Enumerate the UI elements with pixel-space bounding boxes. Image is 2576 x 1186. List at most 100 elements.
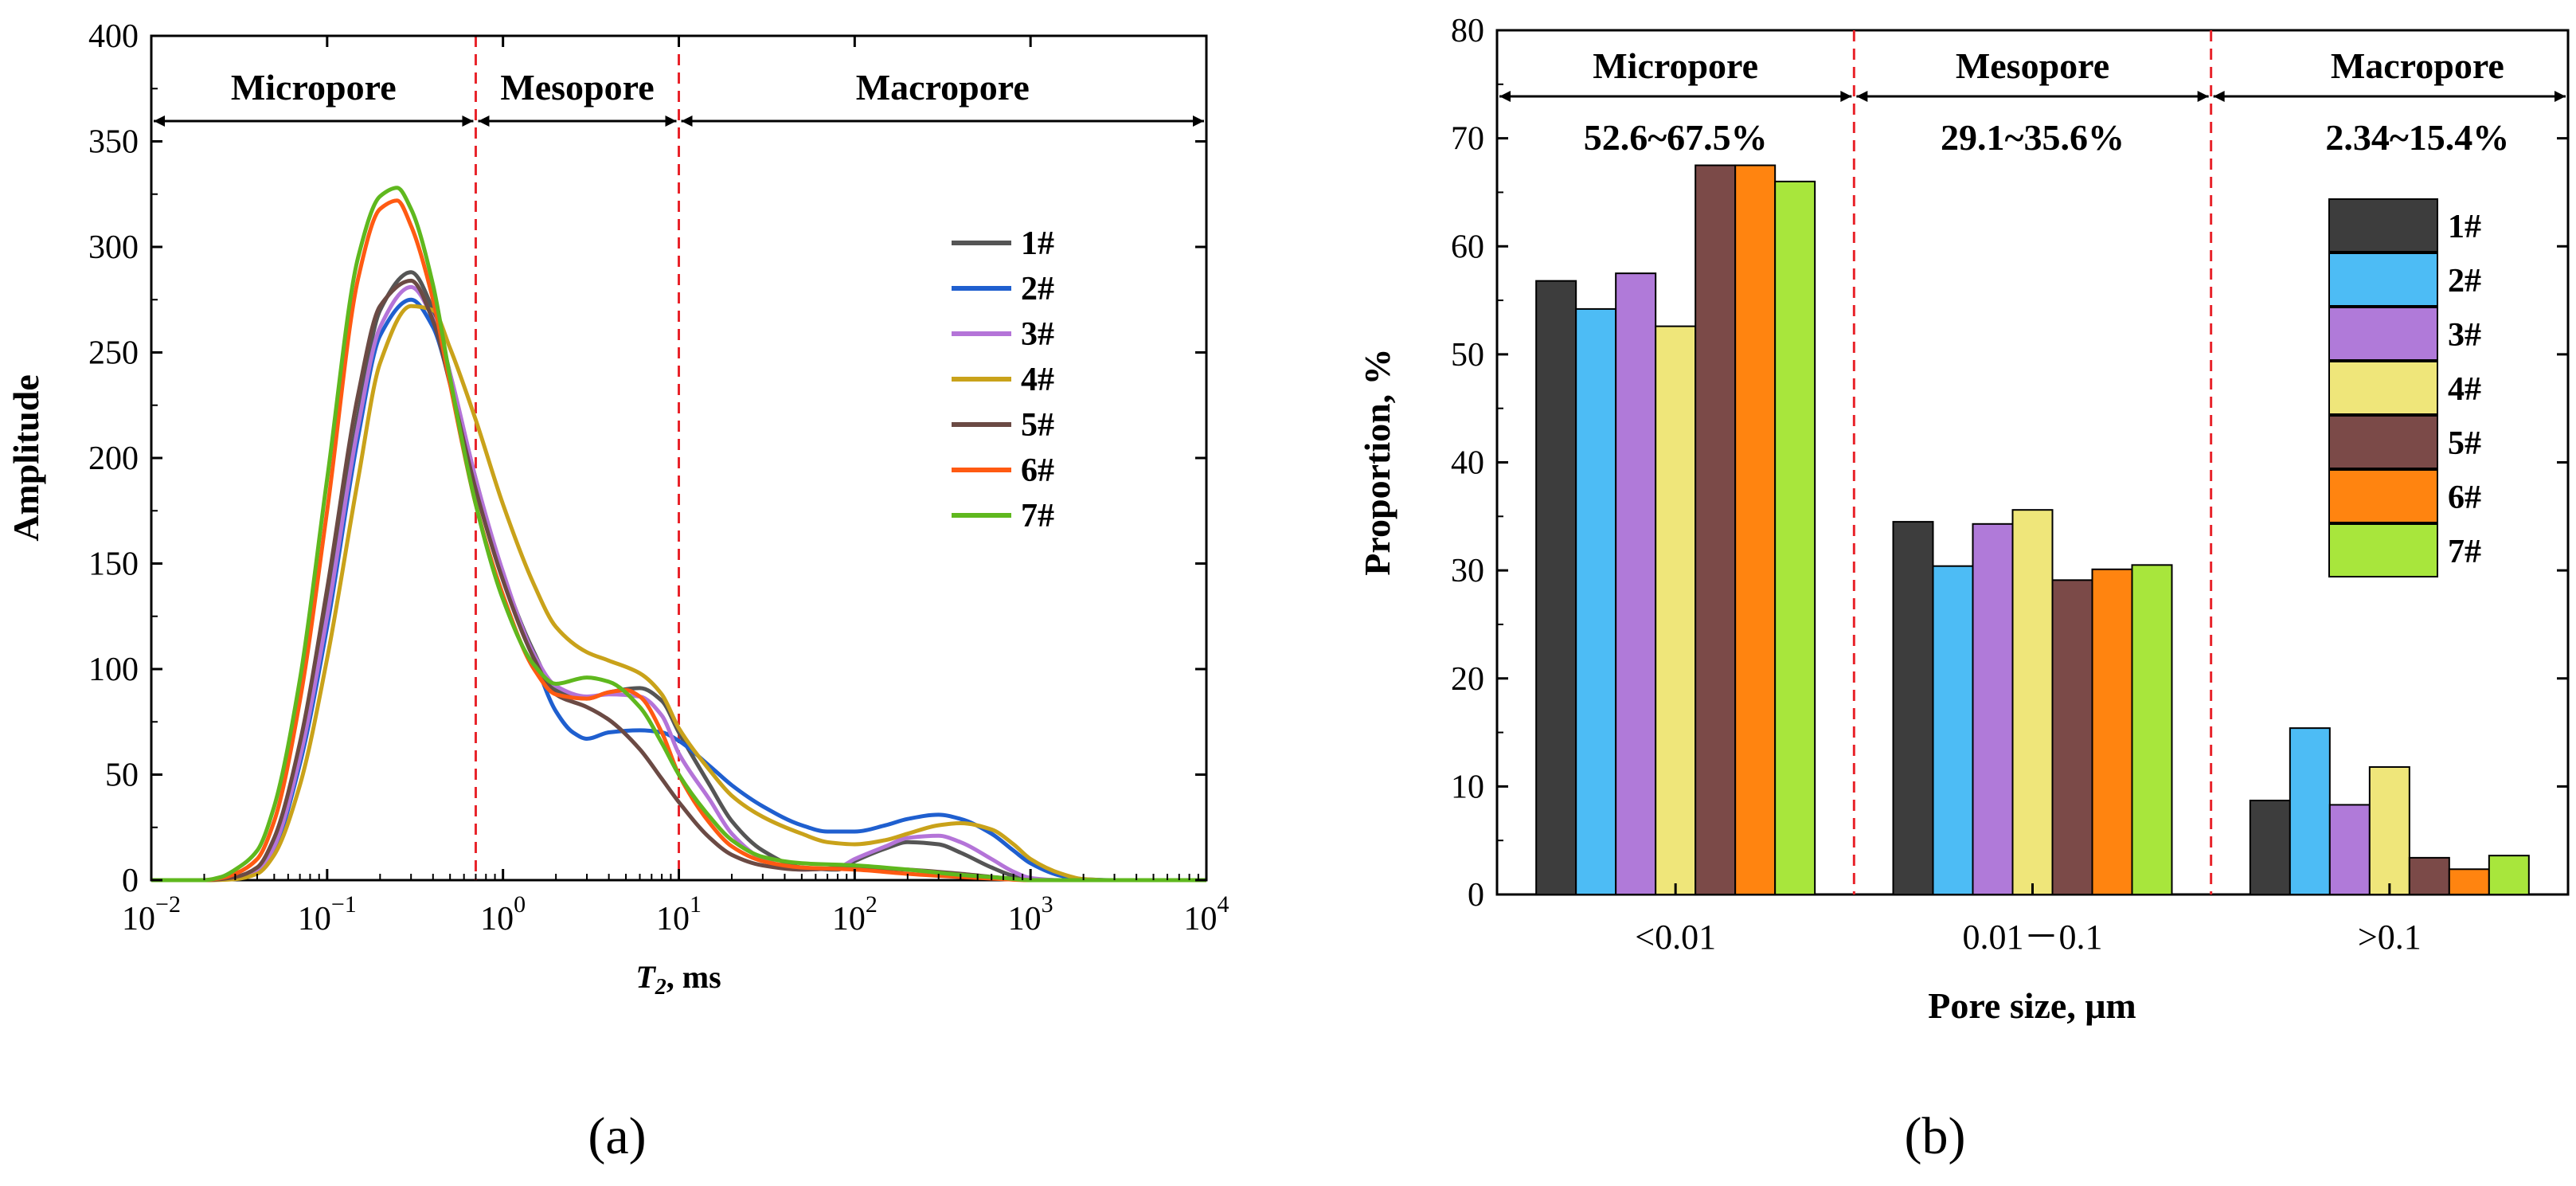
series-lines-a — [150, 186, 1206, 883]
legend-label-a: 2# — [1021, 271, 1054, 307]
y-tick-label-a: 100 — [88, 652, 139, 688]
region-label-a-1: Mesopore — [500, 67, 654, 108]
x-axis-label-a-symbol: T — [635, 959, 656, 995]
region-annotations-b: Micropore 52.6~67.5% Mesopore 29.1~35.6% Mac… — [1499, 45, 2566, 158]
series-line-a-3 — [150, 284, 1206, 883]
region-range-b-1: 29.1~35.6% — [1941, 117, 2125, 158]
y-axis-label-a: Amplitude — [6, 374, 46, 542]
y-tick-label-b: 10 — [1451, 769, 1484, 805]
region-dividers-a — [474, 36, 680, 880]
legend-label-b: 4# — [2448, 371, 2481, 408]
region-arrow-a-0-head-left — [154, 115, 165, 127]
region-dividers-b — [1852, 30, 2213, 894]
legend-item-b: 6# — [2328, 469, 2481, 523]
legend-item-a: 6# — [952, 452, 1054, 489]
line-chart-panel-a: Micropore Mesopore Macropore 0501001502002… — [6, 18, 1229, 1165]
legend-label-a: 7# — [1021, 498, 1054, 534]
legend-label-b: 7# — [2448, 534, 2481, 570]
x-tick-label-b: 0.01－0.1 — [1963, 918, 2103, 957]
x-tick-label-a: 103 — [1008, 891, 1053, 937]
y-tick-label-b: 20 — [1451, 661, 1484, 698]
legend-swatch-b — [2328, 523, 2438, 577]
x-axis-label-a-unit: , ms — [666, 959, 721, 995]
region-arrow-b-1-head-left — [1856, 91, 1868, 102]
legend-item-a: 2# — [952, 271, 1054, 307]
y-axis-label-b: Proportion, % — [1357, 348, 1397, 575]
region-arrow-a-0-head-right — [462, 115, 474, 127]
y-tick-label-a: 300 — [88, 229, 139, 266]
x-axis-label-b: Pore size, μm — [1928, 985, 2136, 1026]
bar-7-cat-2 — [2488, 855, 2530, 896]
region-arrow-a-1-head-right — [665, 115, 677, 127]
region-arrow-a-2 — [681, 115, 1204, 127]
x-tick-label-a: 102 — [832, 891, 878, 937]
y-tick-label-a: 150 — [88, 546, 139, 583]
legend-a: 1# 2# 3# 4# 5# 6# 7# — [952, 225, 1054, 534]
region-range-b-2: 2.34~15.4% — [2325, 117, 2509, 158]
y-tick-label-a: 350 — [88, 124, 139, 161]
y-tick-label-a: 0 — [122, 863, 139, 899]
y-tick-label-b: 70 — [1451, 121, 1484, 158]
region-arrow-a-0 — [154, 115, 474, 127]
x-tick-label-a-exponent: 4 — [1218, 891, 1229, 918]
bar-1-cat-1 — [1892, 521, 1934, 895]
x-tick-label-a: 100 — [480, 891, 526, 937]
region-arrow-b-2-head-left — [2213, 91, 2225, 102]
x-tick-label-a-base: 10 — [480, 901, 514, 937]
legend-swatch-b — [2328, 198, 2438, 252]
region-label-a-2: Macropore — [856, 67, 1030, 108]
y-tick-label-a: 250 — [88, 335, 139, 372]
x-tick-label-a-exponent: 2 — [866, 891, 878, 918]
legend-item-a: 3# — [952, 316, 1054, 353]
x-tick-label-b: <0.01 — [1635, 918, 1716, 957]
legend-item-a: 5# — [952, 407, 1054, 444]
region-range-b-0: 52.6~67.5% — [1584, 117, 1768, 158]
legend-label-b: 5# — [2448, 425, 2481, 462]
legend-item-b: 2# — [2328, 252, 2481, 307]
legend-swatch-b — [2328, 361, 2438, 415]
legend-label-a: 5# — [1021, 407, 1054, 444]
region-label-a-0: Micropore — [231, 67, 397, 108]
bar-5-cat-0 — [1695, 164, 1737, 895]
region-arrow-a-2-head-left — [681, 115, 693, 127]
legend-item-b: 1# — [2328, 198, 2481, 252]
x-tick-label-a: 101 — [656, 891, 702, 937]
x-axis-label-a: T2, ms — [635, 959, 721, 1000]
bar-2-cat-2 — [2289, 727, 2331, 896]
series-line-a-4 — [150, 303, 1206, 883]
legend-item-b: 3# — [2328, 307, 2481, 361]
x-axis-label-a-subscript: 2 — [655, 975, 666, 1000]
legend-label-a: 6# — [1021, 452, 1054, 489]
x-tick-label-a-exponent: −2 — [155, 891, 181, 918]
legend-item-a: 1# — [952, 225, 1054, 262]
region-label-b-1: Mesopore — [1956, 45, 2109, 86]
bars-b — [1535, 164, 2530, 896]
panel-label-b: (b) — [1905, 1107, 1966, 1165]
bar-6-cat-0 — [1734, 164, 1777, 895]
legend-label-a: 1# — [1021, 225, 1054, 262]
bar-3-cat-0 — [1615, 272, 1657, 895]
x-tick-label-a-base: 10 — [1184, 901, 1218, 937]
bar-5-cat-1 — [2051, 579, 2093, 895]
x-tick-label-a-exponent: 3 — [1042, 891, 1053, 918]
legend-label-b: 6# — [2448, 479, 2481, 516]
y-tick-label-b: 30 — [1451, 553, 1484, 589]
region-arrow-a-2-head-right — [1193, 115, 1204, 127]
x-tick-label-a-base: 10 — [832, 901, 866, 937]
bar-6-cat-1 — [2091, 568, 2133, 895]
bar-3-cat-2 — [2328, 804, 2371, 896]
legend-swatch-b — [2328, 252, 2438, 307]
panel-label-a: (a) — [588, 1107, 646, 1165]
y-tick-label-a: 200 — [88, 440, 139, 477]
region-arrow-b-2 — [2213, 91, 2566, 102]
region-arrow-b-0-head-right — [1840, 91, 1852, 102]
y-tick-label-b: 0 — [1468, 877, 1484, 914]
legend-swatch-b — [2328, 469, 2438, 523]
legend-b: 1# 2# 3# 4# 5# 6# 7# — [2328, 198, 2481, 577]
x-tick-label-a-exponent: 1 — [690, 891, 702, 918]
legend-label-b: 1# — [2448, 209, 2481, 245]
y-tick-label-b: 80 — [1451, 13, 1484, 49]
legend-item-b: 5# — [2328, 415, 2481, 469]
bar-7-cat-0 — [1774, 180, 1816, 895]
